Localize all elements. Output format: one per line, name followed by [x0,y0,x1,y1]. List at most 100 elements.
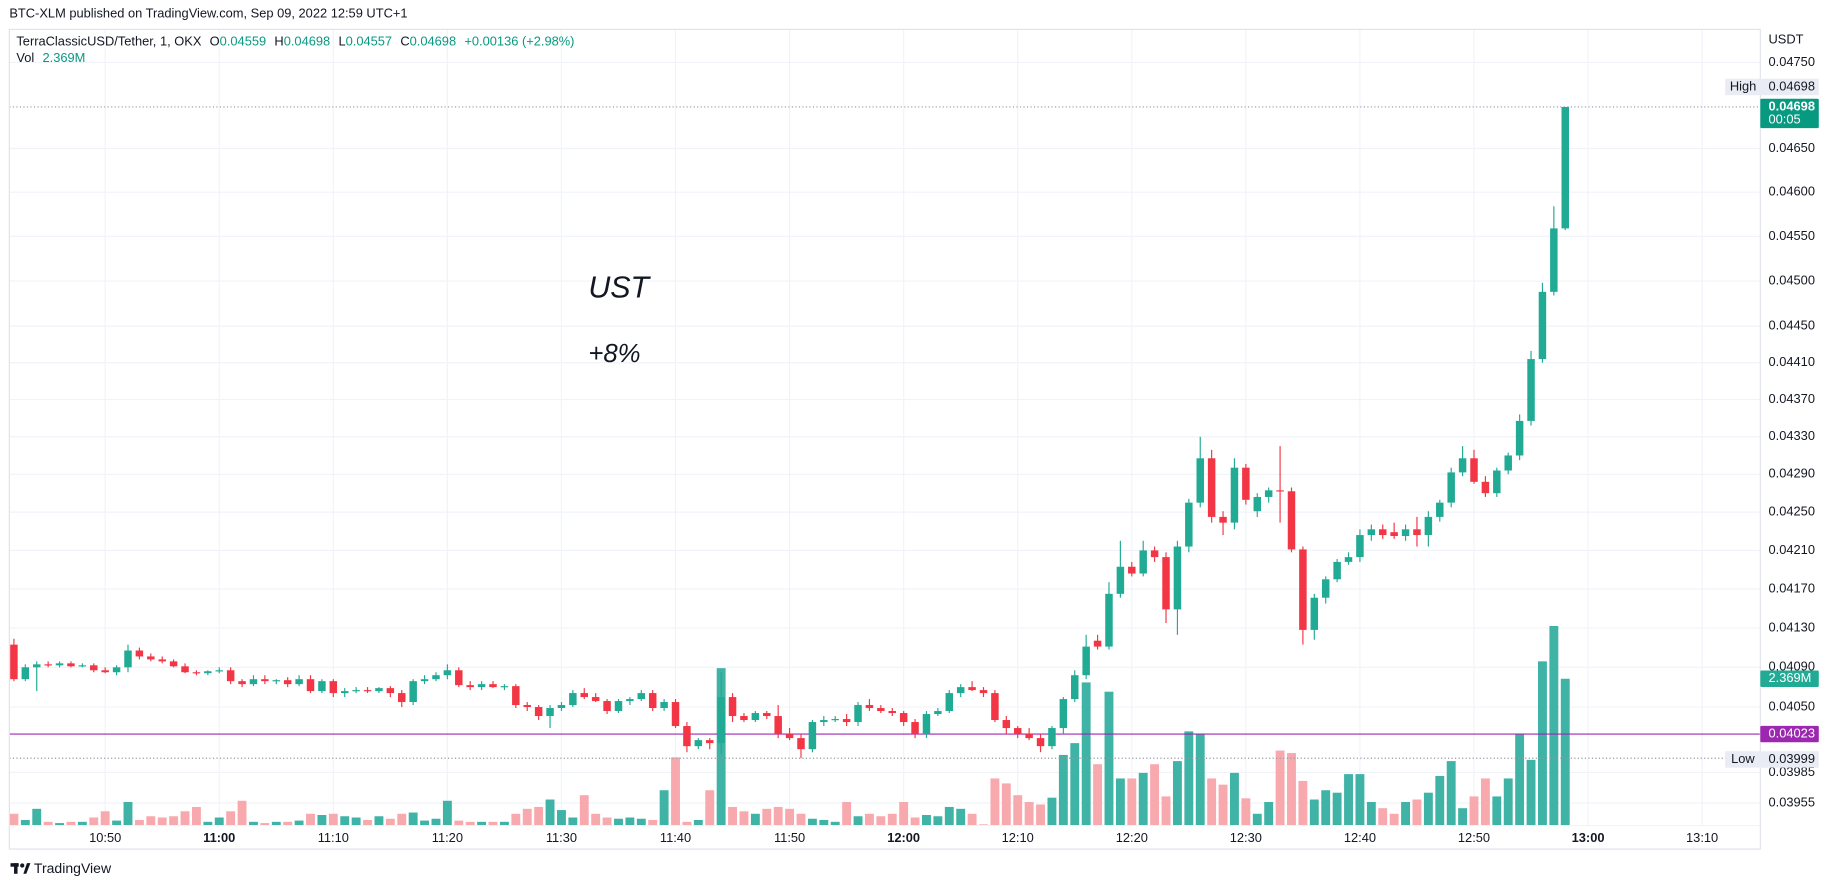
candle-body [808,722,817,750]
volume-bar [579,795,589,826]
volume-bar [442,800,452,826]
candle-body [968,687,976,691]
volume-bar [1036,804,1045,826]
candle-body [67,663,75,667]
candle-body [226,670,235,682]
candle-body [432,675,440,680]
candle-body [1458,458,1467,473]
volume-bar [614,818,623,826]
candle-body [340,691,349,694]
candle-body [637,693,646,700]
volume-bar [32,808,42,826]
volume-bar [990,778,1000,826]
y-tick-label: 0.04650 [1769,140,1815,155]
candle-body [728,697,737,717]
volume-bar [830,821,840,826]
volume-bar [979,824,988,826]
y-tick-label: 0.04250 [1769,504,1815,519]
candle-body [181,666,189,673]
volume-bar [1389,813,1399,826]
volume-bar [488,821,498,826]
volume-bar [55,823,64,826]
y-tick-label: 0.04500 [1769,272,1815,287]
candle-body [1379,529,1387,536]
volume-bar [9,813,19,826]
price-lines [9,106,1761,759]
volume-bar [294,820,304,826]
volume-bar [169,816,179,826]
candle-body [1390,532,1398,537]
volume-bar [602,817,612,826]
volume-bar [625,817,635,826]
volume-bar [853,816,863,826]
candle-body [1264,490,1273,497]
candle-body [877,708,885,712]
candle-body [683,726,691,747]
last-price: 0.04698 [1769,98,1815,113]
candle-body [352,690,360,692]
brand: TradingView [34,860,112,876]
volume-bar [1104,691,1114,826]
candle-body [169,661,178,667]
ohlc-value: 0.04557 [346,34,392,49]
volume-bar [1241,798,1251,826]
volume-bar [1001,783,1011,826]
candle-body [1413,529,1421,536]
volume-bar [1526,759,1536,826]
candle-body [1538,291,1547,360]
candle-body [1139,550,1147,574]
volume-bar [77,821,87,826]
published-note: BTC-XLM published on TradingView.com, Se… [9,5,407,20]
volume-bar [511,813,521,826]
volume-bar [134,819,144,826]
candle-body [603,701,611,712]
x-tick-label: 13:10 [1686,830,1718,845]
volume-bar [1537,661,1547,826]
alert-tag [1760,725,1819,743]
volume-bar [283,821,293,826]
candle-body [10,644,18,680]
x-tick-label: 12:50 [1458,830,1490,845]
volume-legend: Vol 2.369M [16,50,85,65]
volume-bar [557,810,566,826]
logo-part [14,863,18,874]
candle-body [1527,359,1535,421]
candle-body [295,679,303,685]
volume-bar [20,819,30,826]
volume-bar [1492,796,1502,826]
candle-body [1116,566,1125,594]
candle-body [443,670,452,676]
volume-bar [397,813,407,826]
candle-body [865,705,874,709]
candle-body [1196,458,1204,503]
candle-body [375,688,383,692]
volume-bar [522,808,532,826]
candle-body [854,705,862,723]
volume-bar [1549,626,1559,826]
volume-bar [682,821,692,826]
volume-bar [351,817,361,826]
candle-body [363,690,372,692]
volume-bar [1287,753,1296,826]
volume-bar [705,790,715,826]
volume-bar [1458,808,1468,826]
volume-bar [887,813,897,826]
y-tick-label: 0.04330 [1769,428,1815,443]
candle-body [500,686,509,688]
candle-body [477,684,486,688]
volume-bar [146,816,156,826]
volume-bar [1115,778,1125,826]
volume-bar [864,813,874,826]
candle-body [1059,699,1068,729]
candle-body [1173,546,1182,610]
symbol: TerraClassicUSD/Tether, 1, OKX [16,34,201,49]
volume-bar [1366,802,1376,826]
unit-label: USDT [1769,31,1804,46]
volume-bar [1093,764,1103,826]
candle-body [591,697,600,702]
candle-body [1093,640,1102,647]
candle-body [842,719,851,723]
volume-bar [1401,802,1411,826]
legend-line: TerraClassicUSD/Tether, 1, OKX O0.04559 … [16,34,574,49]
